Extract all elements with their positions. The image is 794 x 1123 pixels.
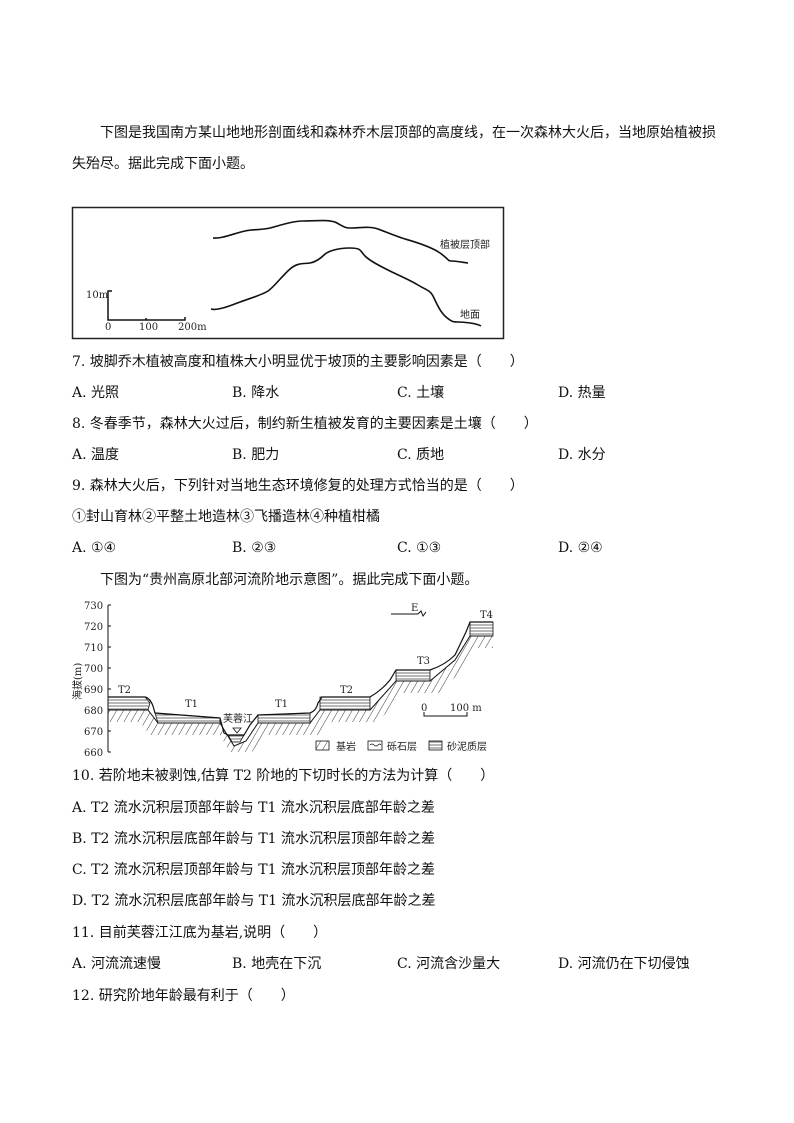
q10-option-d: D. T2 流水沉积层底部年龄与 T1 流水沉积层底部年龄之差 [72, 893, 436, 909]
scale-bar [107, 290, 186, 321]
y-tick-710: 710 [84, 643, 103, 654]
q8-option-c: C. 质地 [397, 447, 445, 463]
y-tick-700: 700 [84, 664, 103, 675]
question-7-stem: 7. 坡脚乔木植被高度和植株大小明显优于坡顶的主要影响因素是（ ） [72, 354, 524, 370]
y-tick-660: 660 [84, 748, 103, 759]
q7-option-b: B. 降水 [232, 385, 280, 401]
y-tick-690: 690 [84, 685, 103, 696]
terrace-label-t2-right: T2 [340, 685, 353, 696]
q9-option-c: C. ①③ [397, 540, 442, 556]
q8-option-a: A. 温度 [72, 447, 120, 463]
legend-bedrock-swatch [315, 740, 330, 751]
q7-option-a: A. 光照 [72, 385, 120, 401]
direction-arrow-icon [391, 610, 427, 618]
question-10-stem: 10. 若阶地未被剥蚀,估算 T2 阶地的下切时长的方法为计算（ ） [72, 768, 495, 784]
y-tick-670: 670 [84, 727, 103, 738]
q7-option-c: C. 土壤 [397, 385, 445, 401]
q8-option-d: D. 水分 [558, 447, 606, 463]
q10-option-b: B. T2 流水沉积层底部年龄与 T1 流水沉积层顶部年龄之差 [72, 831, 436, 847]
question-8-stem: 8. 冬春季节，森林大火过后，制约新生植被发育的主要因素是土壤（ ） [72, 416, 538, 432]
surface-profile [108, 621, 493, 736]
scale-0-label: 0 [105, 322, 111, 333]
ground-line [210, 247, 482, 327]
canopy-label: 植被层顶部 [440, 238, 490, 251]
intro-paragraph-line2: 失殆尽。据此完成下面小题。 [72, 156, 254, 172]
q7-option-d: D. 热量 [558, 385, 606, 401]
water-level-icon [232, 727, 242, 734]
scale-200-label: 200m [178, 322, 207, 333]
scale-100-label: 100 [139, 322, 158, 333]
q10-option-a: A. T2 流水沉积层顶部年龄与 T1 流水沉积层底部年龄之差 [72, 800, 435, 816]
bedrock-line [108, 635, 493, 747]
legend-silt-swatch [428, 740, 443, 751]
q9-option-b: B. ②③ [232, 540, 277, 556]
figure-frame [71, 206, 505, 340]
q11-option-d: D. 河流仍在下切侵蚀 [558, 956, 690, 972]
legend-silt-label: 砂泥质层 [447, 740, 487, 753]
river-label: 芙蓉江 [223, 712, 253, 725]
legend-gravel-swatch [367, 740, 383, 751]
y-tick-730: 730 [84, 601, 103, 612]
terrace-label-t3: T3 [417, 656, 430, 667]
q9-option-d: D. ②④ [558, 540, 603, 556]
scale-vertical-label: 10m [86, 290, 109, 301]
y-tick-680: 680 [84, 706, 103, 717]
q9-measures: ①封山育林②平整土地造林③飞播造林④种植柑橘 [72, 509, 380, 525]
q10-option-c: C. T2 流水沉积层顶部年龄与 T1 流水沉积层顶部年龄之差 [72, 862, 435, 878]
intro-2: 下图为“贵州高原北部河流阶地示意图”。据此完成下面小题。 [100, 572, 479, 588]
ground-label: 地面 [460, 308, 480, 321]
y-tick-720: 720 [84, 622, 103, 633]
legend-bedrock-label: 基岩 [336, 740, 356, 753]
legend-gravel-label: 砾石层 [387, 740, 417, 753]
y-axis-label: 海拔(m) [71, 663, 84, 700]
scale-bar [423, 712, 468, 717]
question-11-stem: 11. 目前芙蓉江江底为基岩,说明（ ） [72, 925, 328, 941]
q11-option-b: B. 地壳在下沉 [232, 956, 322, 972]
intro-paragraph-line1: 下图是我国南方某山地地形剖面线和森林乔木层顶部的高度线，在一次森林大火后，当地原… [100, 125, 716, 141]
terrace-label-t1-left: T1 [185, 699, 198, 710]
bedrock [108, 636, 493, 752]
scale-100-label: 100 m [450, 703, 482, 714]
direction-label: E [411, 603, 418, 614]
terrace-label-t2-left: T2 [118, 685, 131, 696]
y-ticks: 730 720 710 700 690 680 670 660 [84, 601, 111, 759]
q9-option-a: A. ①④ [72, 540, 117, 556]
question-12-stem: 12. 研究阶地年龄最有利于（ ） [72, 988, 295, 1004]
question-9-stem: 9. 森林大火后，下列针对当地生态环境修复的处理方式恰当的是（ ） [72, 478, 524, 494]
canopy-line [212, 219, 469, 264]
sediment-layers [107, 621, 494, 743]
scale-0-label: 0 [421, 703, 427, 714]
q11-option-a: A. 河流流速慢 [72, 956, 162, 972]
terrace-label-t4: T4 [480, 610, 493, 621]
terrace-label-t1-right: T1 [275, 699, 288, 710]
q11-option-c: C. 河流含沙量大 [397, 956, 501, 972]
q8-option-b: B. 肥力 [232, 447, 280, 463]
